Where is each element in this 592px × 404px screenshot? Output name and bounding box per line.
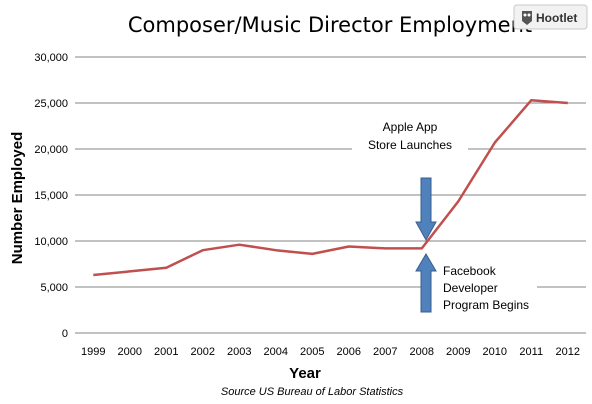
x-tick-label: 2011: [519, 346, 543, 358]
chart-title: Composer/Music Director Employment: [128, 13, 532, 37]
annotation-facebook-line1: Facebook: [443, 264, 497, 278]
annotation-apple-line1: Apple App: [383, 120, 438, 134]
y-tick-label: 30,000: [34, 52, 68, 64]
x-tick-label: 2000: [118, 346, 142, 358]
x-tick-label: 2004: [264, 346, 288, 358]
x-tick-label: 2002: [191, 346, 215, 358]
annotation-bg-apple: [352, 114, 468, 156]
x-tick-label: 2001: [154, 346, 178, 358]
x-tick-label: 2008: [410, 346, 434, 358]
x-tick-label: 2009: [446, 346, 470, 358]
x-tick-label: 2012: [556, 346, 580, 358]
y-tick-label: 0: [62, 328, 68, 340]
arrow-down-icon: [415, 177, 437, 242]
y-tick-label: 25,000: [34, 98, 68, 110]
arrow-up-icon: [415, 253, 437, 313]
x-tick-label: 2006: [337, 346, 361, 358]
y-tick-label: 15,000: [34, 190, 68, 202]
y-tick-label: 10,000: [34, 236, 68, 248]
x-tick-label: 2010: [483, 346, 507, 358]
annotation-facebook-line3: Program Begins: [443, 298, 529, 312]
source-note: Source US Bureau of Labor Statistics: [221, 386, 404, 398]
y-axis-title: Number Employed: [9, 132, 26, 265]
x-tick-label: 1999: [81, 346, 105, 358]
gridlines: [75, 56, 586, 288]
x-tick-labels: 1999 2000 2001 2002 2003 2004 2005 2006 2007 2008…: [81, 346, 580, 358]
x-tick-label: 2005: [300, 346, 324, 358]
annotation-apple-line2: Store Launches: [368, 138, 452, 152]
annotation-facebook-line2: Developer: [443, 281, 498, 295]
hootlet-label: Hootlet: [536, 11, 577, 25]
annotation-bg-facebook: [427, 258, 537, 316]
x-tick-label: 2007: [373, 346, 397, 358]
y-tick-label: 20,000: [34, 144, 68, 156]
x-axis-title: Year: [289, 365, 321, 382]
y-tick-label: 5,000: [40, 282, 68, 294]
series-line: [93, 98, 568, 277]
y-tick-labels: 0 5,000 10,000 15,000 20,000 25,000 30,000: [34, 52, 68, 340]
hootlet-badge[interactable]: Hootlet: [513, 4, 588, 30]
x-tick-label: 2003: [227, 346, 251, 358]
